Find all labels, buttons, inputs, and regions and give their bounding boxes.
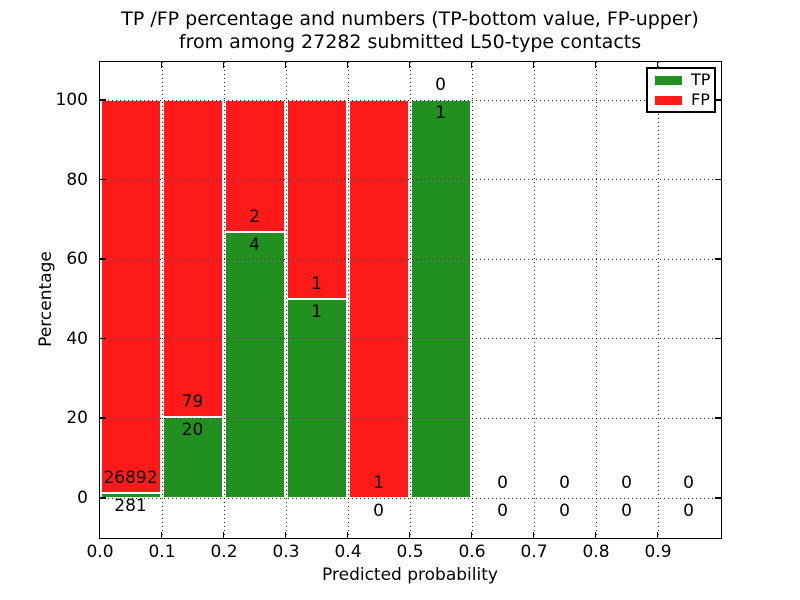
y-tick-label: 40 [66, 328, 88, 349]
y-tick-label: 60 [66, 249, 88, 270]
y-tick-left [99, 417, 106, 419]
y-tick-label: 80 [66, 169, 88, 190]
tp-count-label: 20 [181, 420, 204, 441]
tp-count-label: 0 [683, 500, 694, 521]
x-tick-bottom [594, 531, 597, 538]
x-tick-label: 0.7 [520, 542, 548, 562]
x-tick-bottom [656, 531, 659, 538]
x-tick-bottom [160, 531, 163, 538]
tp-bar-segment [410, 99, 471, 498]
fp-count-label: 2 [249, 207, 260, 228]
x-tick-label: 0.2 [210, 542, 238, 562]
tp-bar-segment [286, 298, 347, 498]
x-gridline [657, 61, 659, 538]
tp-count-label: 4 [249, 235, 260, 256]
x-tick-bottom [532, 531, 535, 538]
tp-count-label: 0 [621, 500, 632, 521]
x-tick-bottom [346, 531, 349, 538]
chart-title: TP /FP percentage and numbers (TP-bottom… [100, 8, 720, 54]
x-tick-label: 0.9 [644, 542, 672, 562]
x-tick-bottom [284, 531, 287, 538]
fp-count-label: 0 [683, 472, 694, 493]
y-tick-right [714, 258, 721, 260]
y-tick-left [99, 99, 106, 101]
fp-count-label: 79 [181, 392, 204, 413]
x-tick-label: 0.4 [334, 542, 362, 562]
fp-count-label: 0 [621, 472, 632, 493]
fp-bar-segment [224, 99, 285, 233]
fp-legend-label: FP [691, 90, 710, 109]
y-tick-label: 100 [55, 90, 88, 111]
x-tick-label: 0.0 [86, 542, 114, 562]
x-axis-label: Predicted probability [322, 565, 498, 585]
x-tick-bottom [222, 531, 225, 538]
chart-title-line2: from among 27282 submitted L50-type cont… [178, 31, 642, 53]
x-gridline [409, 61, 411, 538]
x-gridline [285, 61, 287, 538]
legend-row-tp: TP [648, 70, 714, 90]
x-tick-top [222, 61, 225, 68]
legend: TP FP [646, 67, 716, 113]
x-tick-top [594, 61, 597, 68]
tp-bar-segment [224, 232, 285, 498]
y-tick-right [714, 337, 721, 340]
y-tick-left [99, 258, 106, 260]
fp-legend-swatch-icon [655, 95, 682, 105]
tp-count-label: 0 [497, 500, 508, 521]
tp-bar-segment [100, 493, 161, 498]
y-tick-left [99, 178, 106, 181]
y-tick-right [714, 417, 721, 419]
fp-bar-segment [162, 99, 223, 418]
tp-count-label: 1 [311, 301, 322, 322]
y-tick-right [714, 497, 721, 499]
x-gridline [161, 61, 163, 538]
tp-legend-swatch-icon [655, 75, 682, 85]
tp-count-label: 281 [114, 496, 147, 517]
x-tick-label: 0.3 [272, 542, 300, 562]
tp-count-label: 0 [373, 500, 384, 521]
x-gridline [595, 61, 597, 538]
tp-count-label: 0 [559, 500, 570, 521]
fp-bar-segment [348, 99, 409, 498]
x-tick-top [284, 61, 287, 68]
y-tick-right [714, 99, 721, 101]
y-tick-label: 20 [66, 408, 88, 429]
fp-bar-segment [286, 99, 347, 299]
y-tick-left [99, 497, 106, 499]
x-tick-label: 0.5 [396, 542, 424, 562]
x-gridline [347, 61, 349, 538]
y-tick-label: 0 [77, 488, 88, 508]
x-tick-label: 0.1 [148, 542, 176, 562]
fp-count-label: 26892 [103, 468, 158, 489]
x-tick-top [346, 61, 349, 68]
x-tick-bottom [470, 531, 473, 538]
tp-legend-label: TP [691, 70, 711, 89]
x-gridline [533, 61, 535, 538]
y-tick-right [714, 178, 721, 181]
fp-count-label: 0 [435, 74, 446, 95]
fp-count-label: 0 [497, 472, 508, 493]
plot-area: 26892 281 79 20 2 4 1 1 1 0 0 1 0 0 0 0 0 0 0 0 [98, 60, 722, 539]
x-tick-bottom [408, 531, 411, 538]
tp-bar-segment [162, 417, 223, 498]
tp-count-label: 1 [435, 102, 446, 123]
fp-count-label: 1 [311, 273, 322, 294]
x-tick-top [470, 61, 473, 68]
legend-row-fp: FP [648, 90, 714, 110]
fp-bar-segment [100, 99, 161, 494]
fp-count-label: 1 [373, 472, 384, 493]
x-gridline [471, 61, 473, 538]
x-tick-top [656, 61, 659, 68]
chart-title-line1: TP /FP percentage and numbers (TP-bottom… [121, 8, 699, 30]
x-tick-label: 0.8 [582, 542, 610, 562]
fp-count-label: 0 [559, 472, 570, 493]
x-tick-top [532, 61, 535, 68]
x-tick-top [408, 61, 411, 68]
y-tick-left [99, 337, 106, 340]
x-gridline [223, 61, 225, 538]
x-tick-top [160, 61, 163, 68]
x-tick-label: 0.6 [458, 542, 486, 562]
